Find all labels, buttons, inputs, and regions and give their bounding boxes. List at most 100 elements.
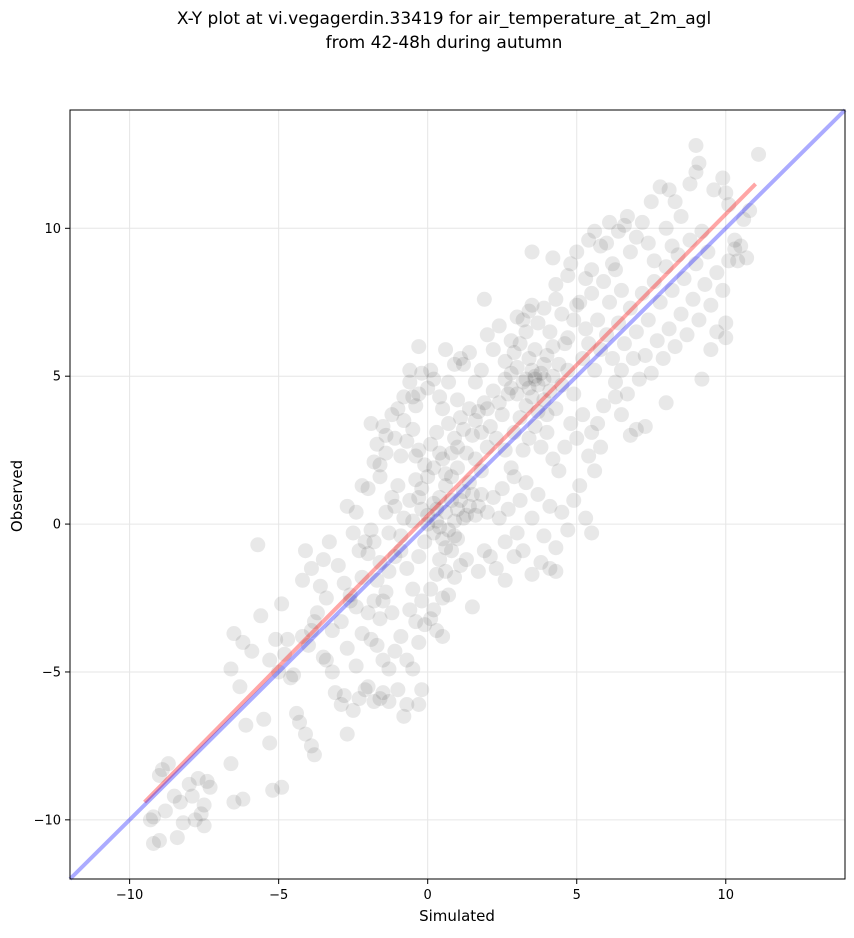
scatter-point	[497, 353, 513, 369]
scatter-point	[476, 395, 492, 411]
scatter-point	[575, 350, 591, 366]
x-tick-label: −10	[116, 888, 143, 903]
scatter-point	[429, 501, 445, 517]
scatter-point	[473, 362, 489, 378]
scatter-point	[452, 557, 468, 573]
scatter-point	[482, 418, 498, 434]
scatter-point	[432, 552, 448, 568]
scatter-point	[587, 223, 603, 239]
scatter-point	[450, 531, 465, 547]
scatter-point	[450, 460, 465, 476]
scatter-point	[590, 312, 606, 328]
scatter-point	[402, 362, 418, 378]
scatter-point	[649, 333, 665, 349]
scatter-point	[399, 433, 415, 449]
scatter-point	[524, 566, 540, 582]
scatter-point	[151, 833, 167, 849]
scatter-point	[470, 563, 486, 579]
scatter-point	[342, 593, 358, 609]
scatter-point	[569, 244, 585, 260]
scatter-point	[393, 543, 409, 559]
scatter-point	[530, 377, 546, 393]
scatter-point	[733, 238, 749, 254]
scatter-point	[441, 587, 457, 603]
scatter-point	[530, 315, 546, 331]
scatter-point	[372, 457, 388, 473]
scatter-point	[542, 324, 558, 340]
scatter-point	[527, 368, 543, 384]
scatter-point	[515, 374, 531, 390]
scatter-point	[730, 253, 746, 269]
scatter-point	[414, 481, 430, 497]
scatter-point	[429, 513, 445, 529]
scatter-points	[142, 137, 767, 852]
scatter-point	[411, 339, 427, 355]
x-axis-ticks: −10 −5 0 5 10	[116, 879, 734, 903]
scatter-point	[479, 439, 495, 455]
scatter-point	[566, 492, 582, 508]
scatter-point	[363, 416, 379, 432]
scatter-point	[145, 836, 161, 852]
scatter-point	[497, 442, 513, 458]
scatter-point	[461, 345, 477, 361]
scatter-point	[405, 513, 421, 529]
scatter-point	[658, 220, 674, 236]
scatter-point	[607, 262, 623, 278]
fit-lines	[68, 108, 847, 881]
scatter-point	[536, 356, 552, 372]
scatter-point	[414, 682, 430, 698]
scatter-point	[435, 590, 451, 606]
scatter-point	[536, 371, 552, 387]
scatter-point	[613, 282, 629, 298]
scatter-point	[458, 507, 474, 523]
scatter-point	[572, 294, 588, 310]
scatter-point	[605, 350, 620, 366]
scatter-point	[742, 203, 758, 219]
scatter-point	[157, 803, 173, 819]
scatter-point	[575, 407, 591, 423]
scatter-point	[584, 424, 600, 440]
scatter-point	[405, 661, 421, 677]
scatter-point	[572, 478, 588, 494]
scatter-point	[190, 770, 206, 786]
scatter-point	[196, 797, 212, 813]
scatter-point	[414, 593, 430, 609]
scatter-point	[262, 652, 278, 668]
scatter-point	[718, 330, 734, 346]
scatter-point	[488, 430, 504, 446]
scatter-point	[619, 208, 635, 224]
scatter-point	[709, 324, 725, 340]
scatter-point	[536, 300, 552, 316]
scatter-point	[405, 581, 421, 597]
scatter-point	[691, 155, 707, 171]
scatter-point	[199, 773, 215, 789]
scatter-point	[447, 513, 463, 529]
scatter-point	[357, 682, 373, 698]
scatter-point	[467, 374, 483, 390]
scatter-point	[494, 407, 510, 423]
scatter-point	[545, 451, 561, 467]
scatter-point	[268, 631, 284, 647]
scatter-point	[306, 747, 322, 763]
scatter-point	[438, 466, 454, 482]
scatter-point	[512, 492, 528, 508]
scatter-point	[706, 182, 722, 198]
scatter-point	[381, 694, 397, 710]
scatter-point	[196, 818, 212, 834]
scatter-point	[232, 679, 248, 695]
scatter-point	[369, 436, 385, 452]
scatter-point	[289, 705, 305, 721]
y-axis-ticks: −10 −5 0 5 10	[34, 222, 70, 828]
scatter-point	[637, 347, 653, 363]
scatter-point	[441, 416, 457, 432]
scatter-point	[429, 623, 445, 639]
scatter-point	[458, 445, 474, 461]
scatter-point	[697, 277, 713, 293]
x-tick-label: 10	[717, 888, 734, 903]
scatter-point	[602, 294, 618, 310]
scatter-point	[393, 448, 409, 464]
scatter-point	[497, 371, 513, 387]
scatter-point	[619, 386, 635, 402]
scatter-point	[631, 371, 647, 387]
